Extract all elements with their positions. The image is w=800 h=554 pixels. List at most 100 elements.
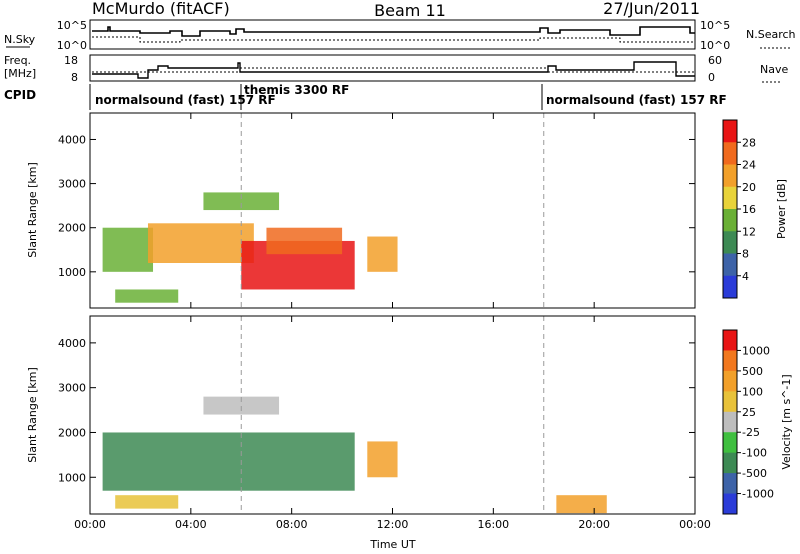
nsearch-line	[92, 36, 695, 43]
freq-tick-bottom: 8	[71, 71, 78, 84]
power-ytick-label-1: 2000	[58, 222, 86, 235]
power-region-6	[115, 289, 179, 303]
power-region-5	[367, 236, 398, 272]
power-ylabel: Slant Range [km]	[26, 162, 39, 258]
power-region-4	[203, 192, 280, 211]
power-colorbar-cells	[723, 120, 737, 299]
nsearch-label: N.Search	[746, 28, 796, 41]
noise-tick-bottom-left: 10^0	[57, 39, 87, 52]
frequency-panel-frame	[89, 54, 696, 82]
velocity-colorbar-tick-label-0: 1000	[742, 344, 770, 357]
velocity-colorbar-tick-label-2: 100	[742, 385, 763, 398]
power-colorbar-cell-7	[723, 275, 737, 299]
nave-tick-top: 60	[708, 54, 722, 67]
velocity-colorbar-cell-5	[723, 432, 737, 454]
velocity-colorbar-cells	[723, 330, 737, 515]
time-axis-label: Time UT	[369, 538, 415, 551]
power-colorbar-tick-label-2: 12	[742, 225, 756, 238]
power-colorbar-cell-0	[723, 120, 737, 143]
velocity-colorbar-cell-8	[723, 493, 737, 515]
power-colorbar-cell-2	[723, 164, 737, 188]
mode-label-2: normalsound (fast) 157 RF	[546, 93, 727, 107]
velocity-region-1	[203, 396, 280, 415]
freq-tick-top: 18	[64, 54, 78, 67]
freq-unit: [MHz]	[4, 67, 36, 80]
power-region-3	[266, 227, 343, 255]
velocity-colorbar-cell-0	[723, 330, 737, 351]
power-y-axis: 1000 2000 3000 4000	[58, 133, 695, 279]
time-tick-label-4: 16:00	[477, 518, 509, 531]
velocity-colorbar-cell-2	[723, 370, 737, 392]
power-colorbar-tick-label-6: 28	[742, 136, 756, 149]
velocity-colorbar: 1000 500 100 25 -25 -100 -500 -1000 Velocity [m…	[722, 329, 793, 515]
time-tick-label-2: 08:00	[276, 518, 308, 531]
time-tick-label-5: 20:00	[578, 518, 610, 531]
velocity-ylabel: Slant Range [km]	[26, 367, 39, 463]
noise-tick-bottom-right: 10^0	[700, 39, 730, 52]
noise-panel: N.Sky 10^5 10^0 10^5 10^0 N.Search	[4, 19, 796, 52]
power-ytick-label-0: 1000	[58, 266, 86, 279]
velocity-ytick-label-3: 4000	[58, 337, 86, 350]
velocity-colorbar-cell-6	[723, 452, 737, 474]
power-panel: 1000 2000 3000 4000 Slant Range [km]	[26, 112, 696, 309]
velocity-colorbar-cell-1	[723, 350, 737, 372]
mode-label-1: themis 3300 RF	[244, 83, 349, 97]
velocity-ytick-label-0: 1000	[58, 471, 86, 484]
velocity-colorbar-tick-label-6: -500	[742, 467, 767, 480]
noise-tick-top-left: 10^5	[57, 19, 87, 32]
power-colorbar-cell-1	[723, 142, 737, 165]
mode-label-0: normalsound (fast) 157 RF	[95, 93, 276, 107]
power-panel-background	[90, 113, 695, 308]
date-title: 27/Jun/2011	[603, 0, 700, 18]
nsky-line	[92, 26, 695, 37]
velocity-ytick-label-2: 3000	[58, 382, 86, 395]
power-ytick-label-3: 4000	[58, 133, 86, 146]
cpid-label: CPID	[4, 88, 36, 102]
power-region-0	[102, 227, 154, 272]
power-region-1	[147, 223, 254, 263]
velocity-mode-dividers	[240, 316, 545, 514]
velocity-panel-frame	[89, 315, 696, 515]
nsky-label: N.Sky	[4, 33, 36, 46]
velocity-region-3	[115, 495, 179, 509]
velocity-ytick-label-1: 2000	[58, 426, 86, 439]
station-title: McMurdo (fitACF)	[92, 0, 230, 18]
power-colorbar-cell-6	[723, 253, 737, 277]
power-colorbar-cell-4	[723, 209, 737, 232]
nave-line	[92, 67, 695, 73]
nave-tick-bottom: 0	[708, 71, 715, 84]
cpid-row: CPID normalsound (fast) 157 RF themis 33…	[4, 83, 727, 110]
frequency-panel: Freq. [MHz] 18 8 60 0 Nave	[4, 54, 788, 84]
power-colorbar-cell-3	[723, 186, 737, 210]
velocity-colorbar-label: Velocity [m s^-1]	[780, 374, 793, 469]
velocity-colorbar-cell-3	[723, 391, 737, 413]
power-mode-dividers	[240, 113, 545, 308]
power-colorbar-ticks: 4 8 12 16 20 24 28	[737, 136, 756, 283]
power-colorbar-tick-label-0: 4	[742, 270, 749, 283]
beam-title: Beam 11	[374, 1, 446, 20]
velocity-colorbar-tick-label-7: -1000	[742, 488, 774, 501]
velocity-colorbar-tick-label-1: 500	[742, 365, 763, 378]
velocity-region-0	[102, 432, 355, 491]
time-tick-label-1: 04:00	[175, 518, 207, 531]
velocity-colorbar-cell-4	[723, 411, 737, 433]
noise-tick-top-right: 10^5	[700, 19, 730, 32]
power-colorbar-label: Power [dB]	[775, 179, 788, 239]
power-ytick-label-2: 3000	[58, 178, 86, 191]
time-tick-label-3: 12:00	[377, 518, 409, 531]
frequency-line	[92, 61, 695, 79]
velocity-colorbar-cell-7	[723, 473, 737, 495]
velocity-colorbar-frame	[722, 329, 738, 515]
velocity-colorbar-tick-label-3: 25	[742, 406, 756, 419]
power-colorbar-cell-5	[723, 231, 737, 254]
velocity-region-2	[367, 441, 398, 478]
nave-label: Nave	[760, 63, 788, 76]
noise-panel-frame	[89, 19, 696, 50]
velocity-colorbar-tick-label-5: -100	[742, 447, 767, 460]
power-colorbar-tick-label-3: 16	[742, 203, 756, 216]
power-panel-frame	[89, 112, 696, 309]
power-colorbar-tick-label-5: 24	[742, 159, 756, 172]
velocity-colorbar-ticks: 1000 500 100 25 -25 -100 -500 -1000	[737, 344, 774, 501]
velocity-data-regions	[102, 396, 607, 514]
power-data-regions	[102, 192, 398, 303]
